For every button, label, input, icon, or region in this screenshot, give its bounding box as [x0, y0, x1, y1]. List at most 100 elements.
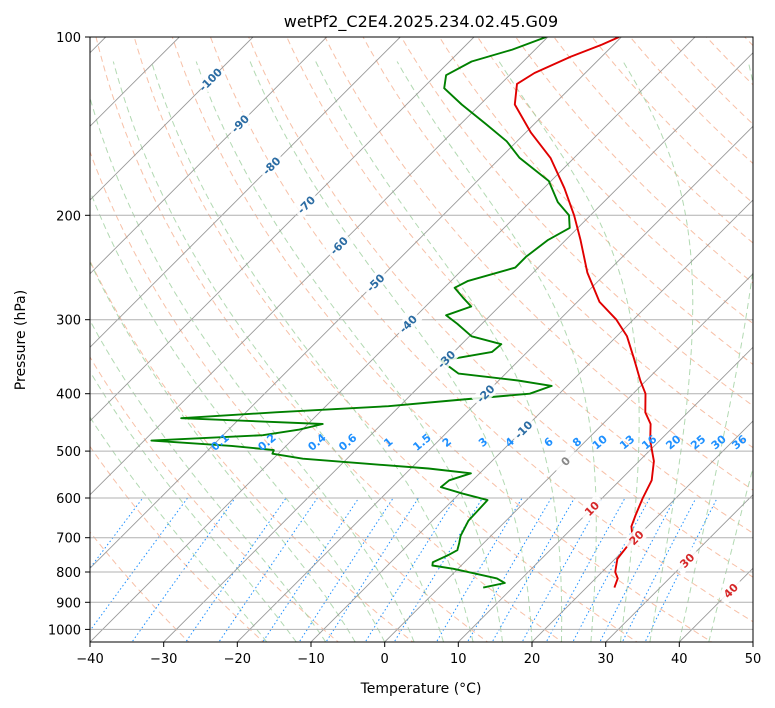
x-tick-label: 50 [745, 652, 762, 667]
isotherm-line [90, 37, 475, 422]
mixing-ratio-line [644, 497, 718, 642]
mixing-ratio-label: 2 [440, 435, 454, 450]
moist-adiabat [90, 416, 268, 642]
y-tick-label: 600 [56, 492, 81, 507]
mixing-ratio-label: 0.1 [209, 431, 232, 453]
dry-adiabat [591, 37, 753, 204]
dewpoint-line [150, 37, 571, 589]
mixing-ratio-line [599, 497, 676, 642]
mixing-ratio-label: 30 [709, 432, 729, 452]
isotherm-line [163, 52, 753, 642]
moist-adiabat [622, 61, 694, 642]
dry-adiabat [400, 37, 753, 407]
mixing-ratio-line [90, 497, 189, 632]
mixing-ratio-lines [90, 497, 718, 642]
isotherm-line [236, 125, 753, 642]
dry-adiabat [90, 259, 414, 642]
y-axis-label: Pressure (hPa) [13, 290, 29, 390]
temperature-line [513, 37, 655, 588]
mixing-ratio-line [521, 497, 603, 642]
dry-adiabat [286, 37, 753, 534]
isotherm-line [605, 494, 753, 642]
moist-adiabat [396, 61, 597, 642]
x-tick-label: 20 [524, 652, 541, 667]
mixing-ratio-label: 1.5 [411, 431, 434, 453]
y-tick-label: 1000 [48, 623, 81, 638]
moist-adiabat [315, 61, 563, 642]
x-axis-label: Temperature (°C) [360, 681, 482, 697]
mixing-ratio-line [325, 497, 419, 642]
plot-frame [89, 36, 754, 643]
moist-adiabat [90, 370, 297, 642]
x-tick-label: 10 [450, 652, 467, 667]
moist-adiabat [90, 260, 356, 642]
chart-title: wetPf2_C2E4.2025.234.02.45.G09 [284, 12, 558, 32]
y-tick-label: 700 [56, 532, 81, 547]
moist-adiabats [90, 61, 753, 642]
moist-adiabat [678, 61, 753, 642]
y-tick-label: 100 [56, 31, 81, 46]
x-axis-ticks: −40 −30 −20 −10 0 10 20 30 40 50 [76, 642, 761, 667]
mixing-ratio-line [491, 497, 575, 642]
mixing-ratio-line [364, 497, 456, 642]
x-tick-label: 40 [671, 652, 688, 667]
isotherm-line [90, 37, 328, 275]
moist-adiabat [90, 189, 386, 642]
mixing-ratio-line [572, 497, 651, 642]
isotherm-line [457, 346, 753, 642]
moist-adiabat [150, 61, 474, 642]
isobar-gridlines [90, 37, 753, 630]
y-tick-label: 900 [56, 596, 81, 611]
x-tick-label: 0 [381, 652, 389, 667]
mixing-ratio-label: 0.4 [305, 431, 329, 454]
mixing-ratio-label: 16 [639, 432, 659, 452]
x-tick-label: −20 [224, 652, 251, 667]
mixing-ratio-label: 6 [542, 435, 556, 450]
y-tick-label: 200 [56, 209, 81, 224]
y-tick-label: 800 [56, 566, 81, 581]
x-tick-label: 30 [597, 652, 614, 667]
moist-adiabat [195, 61, 503, 642]
dry-adiabat [705, 37, 753, 86]
y-tick-label: 300 [56, 314, 81, 329]
mixing-ratio-label: 3 [476, 435, 490, 450]
dry-adiabat [324, 37, 753, 491]
dry-adiabat [362, 37, 753, 449]
mixing-ratio-line [131, 497, 236, 642]
mixing-ratio-label: 25 [688, 433, 708, 453]
dry-adiabat [770, 24, 775, 645]
mixing-ratio-line [90, 497, 144, 569]
mixing-ratio-line [262, 497, 360, 642]
isotherm-line [752, 641, 753, 642]
mixing-ratio-line [621, 497, 697, 642]
isotherm-label: -100 [196, 65, 225, 94]
mixing-ratio-label: 1 [381, 435, 395, 450]
moist-adiabat [498, 61, 640, 642]
dry-adiabat [90, 445, 265, 642]
dry-adiabat [515, 37, 753, 284]
dry-adiabat [133, 37, 638, 642]
isotherm-line [90, 37, 622, 569]
moist-adiabat [112, 61, 445, 642]
moist-adiabat [708, 466, 753, 642]
dry-adiabat [90, 150, 489, 642]
isotherm-line [90, 37, 254, 201]
x-tick-label: −40 [76, 652, 103, 667]
mixing-ratio-line [435, 497, 523, 642]
x-tick-label: −30 [150, 652, 177, 667]
isotherm-line [384, 273, 753, 642]
mixing-ratio-line [185, 497, 287, 642]
dry-adiabat [744, 37, 753, 47]
moist-adiabat [90, 96, 415, 642]
x-tick-label: −10 [297, 652, 324, 667]
y-tick-label: 500 [56, 445, 81, 460]
dry-adiabat [629, 37, 753, 165]
isotherm-line [310, 199, 753, 642]
y-tick-label: 400 [56, 388, 81, 403]
moist-adiabat [249, 61, 533, 642]
isotherm-line [90, 37, 549, 496]
mixing-ratio-line [218, 497, 318, 642]
mixing-ratio-label: 0.6 [336, 431, 360, 454]
dry-adiabat [477, 37, 753, 325]
mixing-ratio-label: 36 [730, 432, 750, 452]
